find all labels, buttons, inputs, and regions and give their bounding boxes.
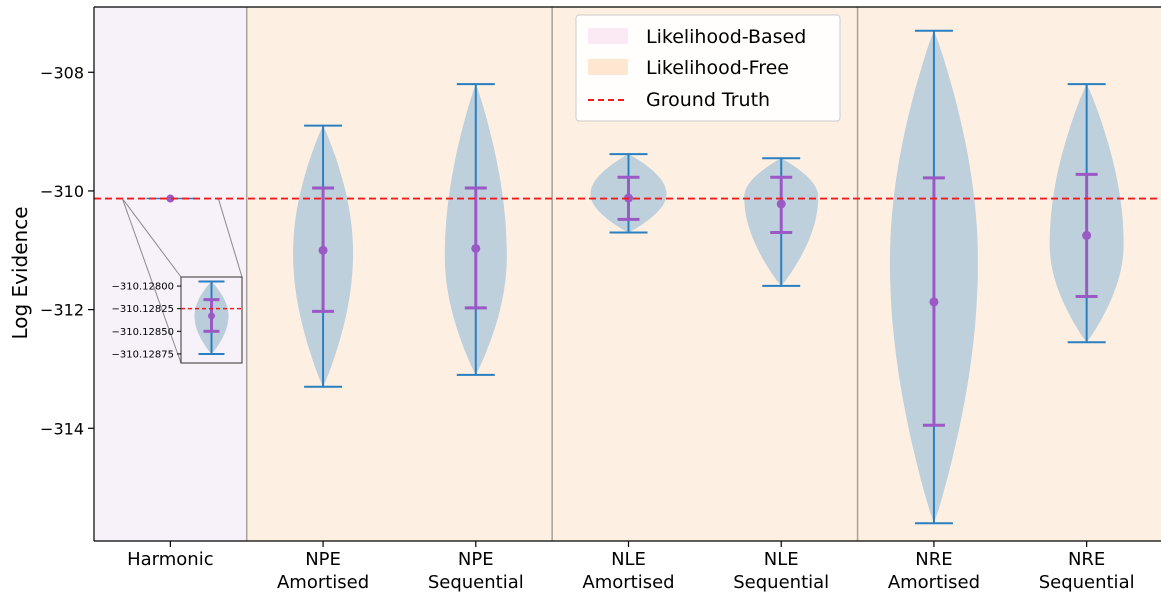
x-tick-label: Amortised bbox=[277, 572, 369, 593]
x-tick-label: Sequential bbox=[1039, 572, 1135, 593]
inset-tick-label: −310.12875 bbox=[112, 349, 174, 360]
inset-connector bbox=[121, 198, 182, 278]
violin-median-point bbox=[471, 243, 481, 253]
x-tick-label: NLE bbox=[611, 549, 646, 570]
x-tick-label: NRE bbox=[1068, 549, 1105, 570]
x-tick-label: Sequential bbox=[428, 572, 524, 593]
legend: Likelihood-Based Likelihood-Free Ground … bbox=[575, 14, 841, 122]
legend-label-likelihood-free: Likelihood-Free bbox=[646, 57, 789, 79]
x-tick-label: NLE bbox=[764, 549, 799, 570]
inset-tick-label: −310.12800 bbox=[112, 282, 174, 293]
y-tick-label: −312 bbox=[40, 301, 84, 320]
x-tick-label: Amortised bbox=[888, 572, 980, 593]
zoom-inset: −310.12800 −310.12825 −310.12850 −310.12875 bbox=[112, 198, 243, 364]
x-tick-label: NPE bbox=[458, 549, 494, 570]
inset-connector bbox=[121, 198, 182, 364]
violin-median-point bbox=[929, 297, 939, 307]
inset-tick-label: −310.12825 bbox=[112, 304, 174, 315]
likelihood-based-region bbox=[94, 7, 247, 541]
y-tick-label: −308 bbox=[40, 63, 84, 82]
legend-label-ground-truth: Ground Truth bbox=[646, 89, 770, 111]
violin-median-point bbox=[776, 199, 786, 209]
violin-median-point bbox=[1082, 230, 1092, 240]
violin-median-point bbox=[166, 194, 175, 203]
violin-median-point bbox=[208, 312, 215, 320]
x-tick-label: Sequential bbox=[733, 572, 829, 593]
x-tick-label: Amortised bbox=[582, 572, 674, 593]
y-tick-label: −314 bbox=[40, 419, 84, 438]
y-tick-label: −310 bbox=[40, 182, 84, 201]
legend-box bbox=[575, 14, 841, 122]
inset-tick-label: −310.12850 bbox=[112, 327, 174, 338]
legend-swatch-likelihood-based bbox=[588, 28, 628, 44]
x-tick-label: Harmonic bbox=[127, 549, 214, 570]
violin-median-point bbox=[318, 245, 328, 255]
violins bbox=[146, 29, 1124, 525]
x-tick-label: NRE bbox=[915, 549, 952, 570]
legend-label-likelihood-based: Likelihood-Based bbox=[646, 26, 806, 48]
y-axis-label: Log Evidence bbox=[8, 206, 32, 339]
inset-connector bbox=[217, 198, 243, 278]
x-tick-label: NPE bbox=[305, 549, 341, 570]
legend-swatch-likelihood-free bbox=[588, 59, 628, 75]
